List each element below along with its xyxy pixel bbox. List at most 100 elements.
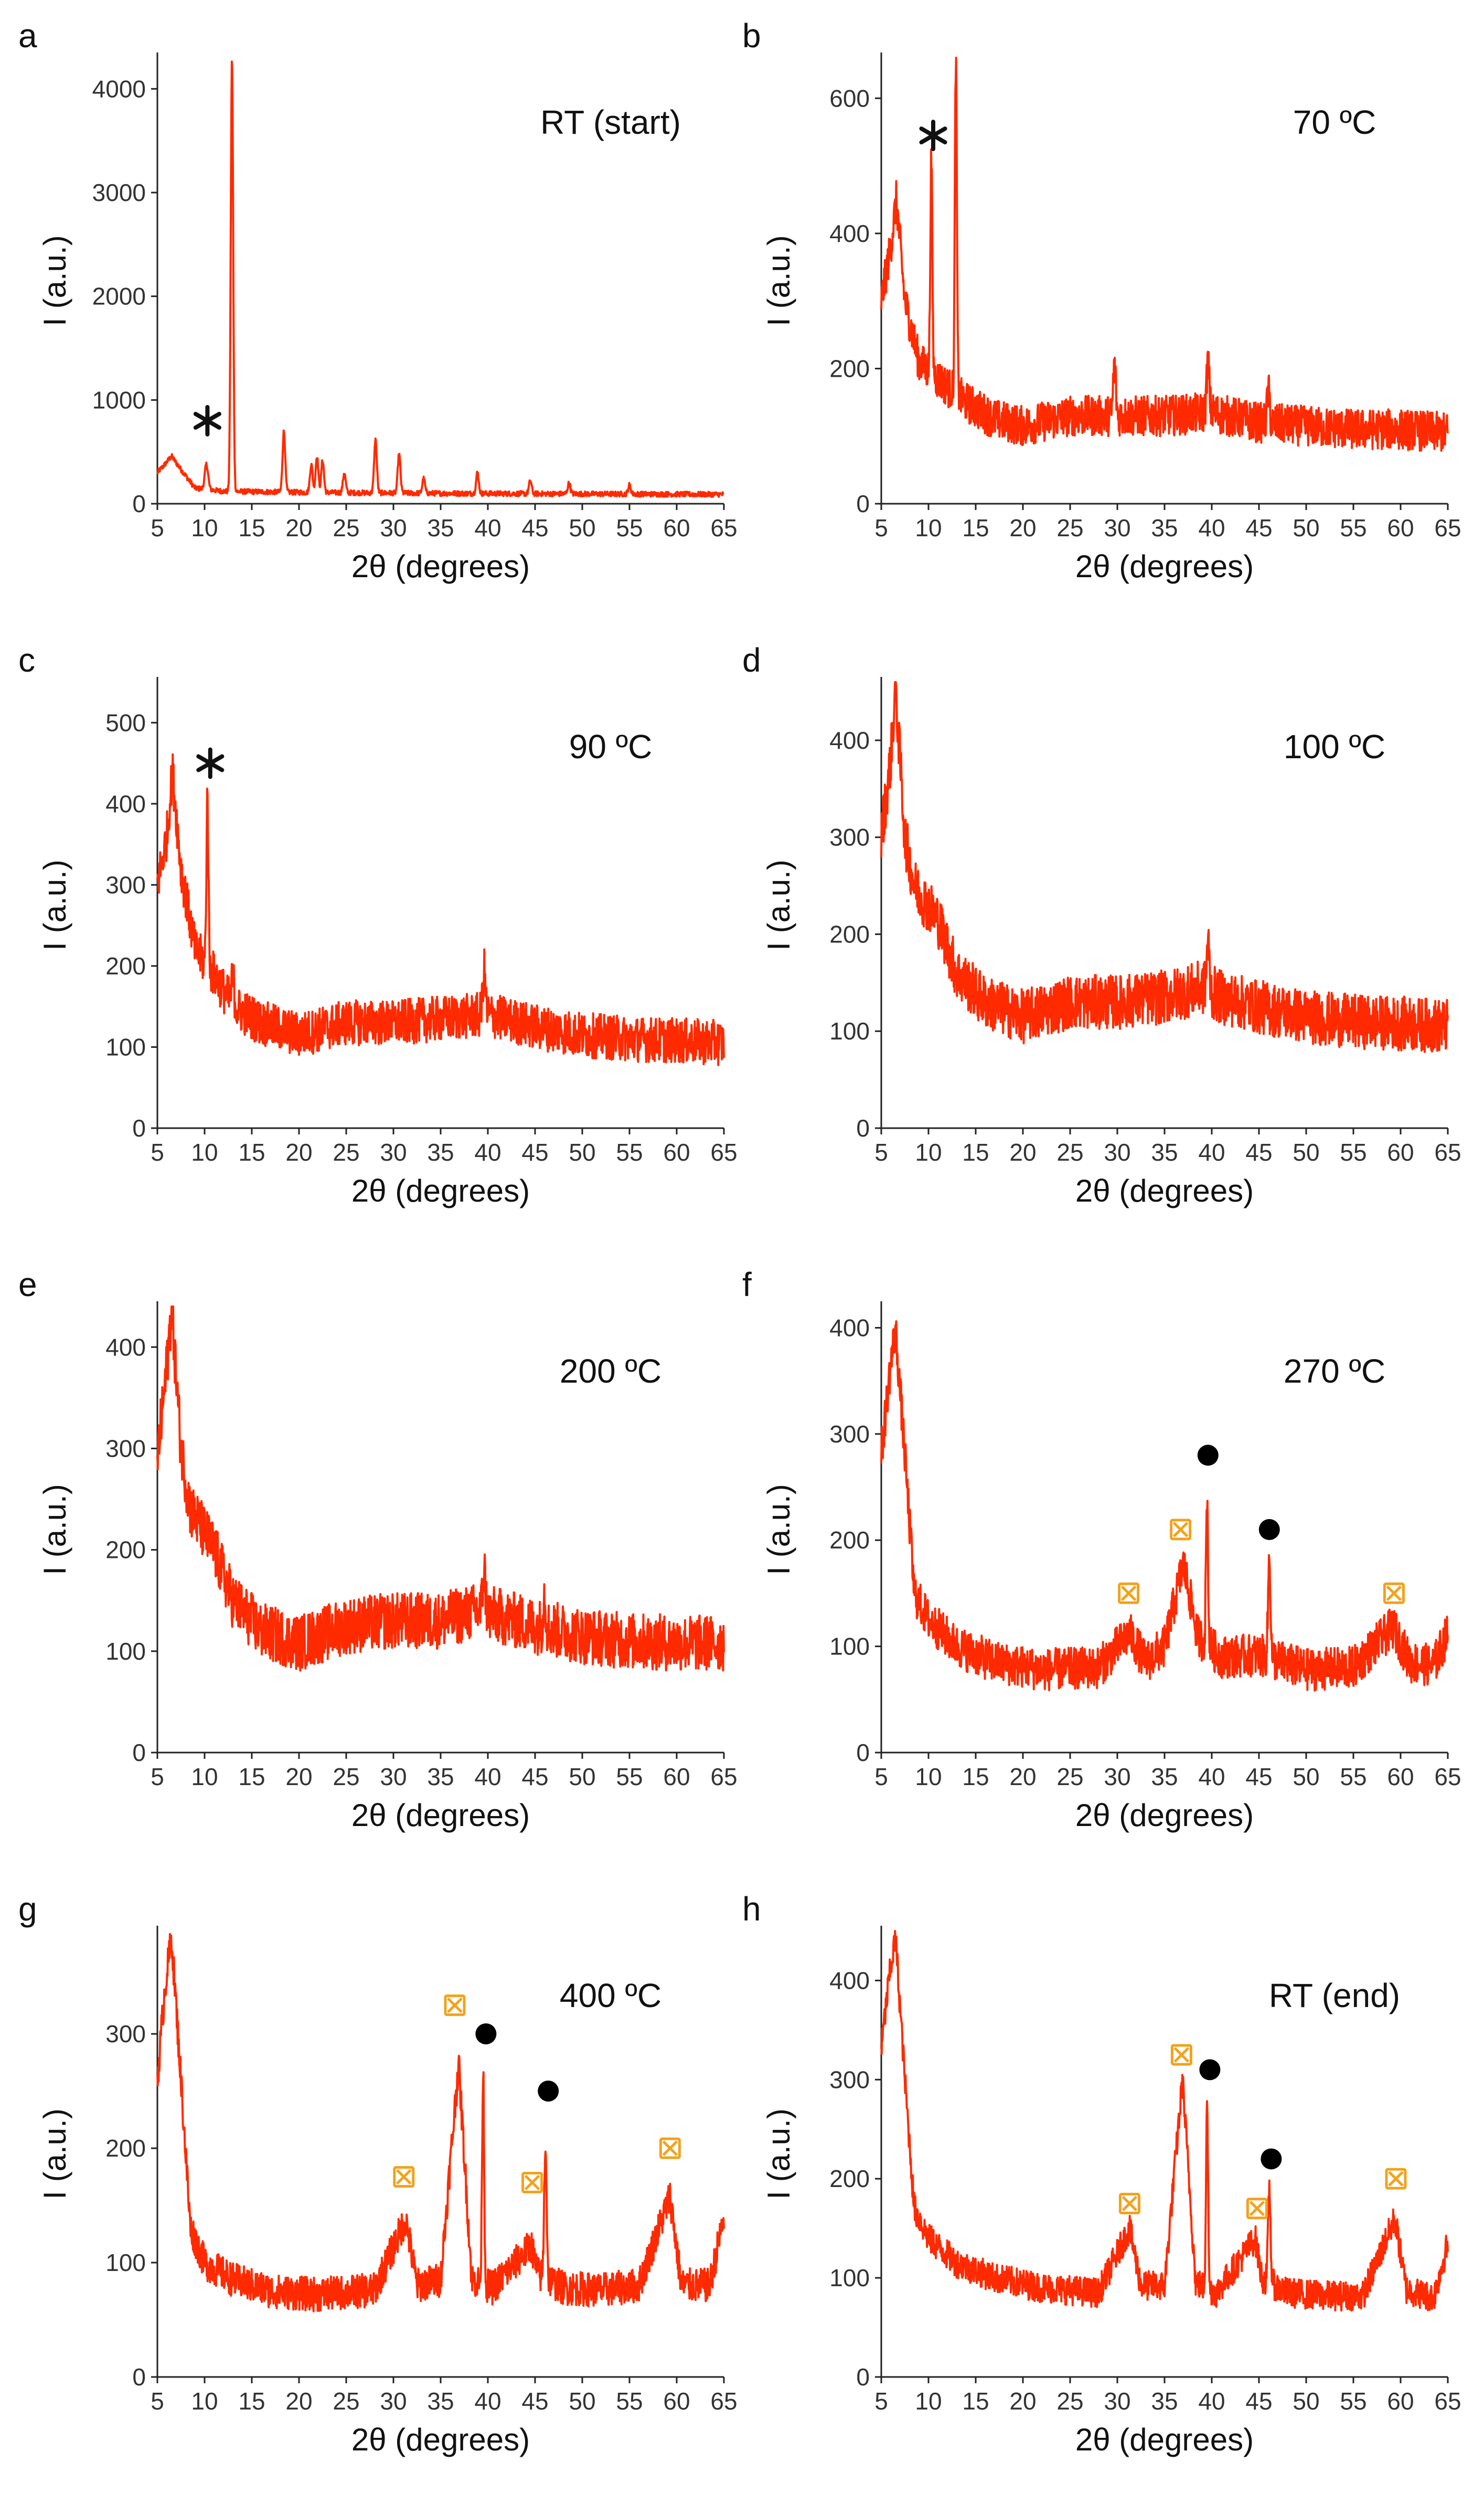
y-tick-label: 100	[829, 1017, 870, 1045]
y-tick-label: 400	[105, 1333, 146, 1361]
x-tick-label: 40	[1198, 514, 1225, 542]
x-tick-label: 25	[1056, 1763, 1083, 1790]
x-tick-label: 30	[380, 2387, 407, 2415]
x-tick-label: 65	[1434, 1139, 1461, 1166]
y-tick-label: 100	[105, 1638, 146, 1665]
x-tick-label: 30	[1104, 1763, 1130, 1790]
y-axis-title: I (a.u.)	[37, 2108, 72, 2199]
x-tick-label: 15	[238, 514, 265, 542]
xrd-trace	[880, 57, 1449, 452]
dot-marker	[1199, 2059, 1221, 2081]
x-tick-label: 30	[380, 1763, 407, 1790]
y-tick-label: 0	[132, 2363, 146, 2391]
crossed-square-marker	[521, 2171, 543, 2193]
x-tick-label: 50	[569, 1763, 595, 1790]
x-tick-label: 55	[1340, 2387, 1366, 2415]
y-tick-label: 300	[829, 1420, 870, 1448]
temperature-label: 200 ºC	[560, 1352, 661, 1390]
x-tick-label: 60	[663, 514, 690, 542]
panel-letter: a	[18, 17, 37, 55]
panel-b: b 70 ºC 5 10 15 20 25 30 35 40 45 50 55 60 65 0 200 400 60…	[742, 17, 1461, 584]
y-tick-label: 200	[105, 2135, 146, 2162]
x-axis-title: 2θ (degrees)	[351, 2422, 530, 2457]
x-tick-label: 10	[191, 2387, 218, 2415]
y-tick-label: 300	[105, 2020, 146, 2047]
x-tick-label: 40	[1198, 2387, 1225, 2415]
panel-letter: g	[18, 1890, 37, 1928]
x-tick-label: 10	[191, 1763, 218, 1790]
temperature-label: 70 ºC	[1293, 103, 1376, 141]
x-axis-title: 2θ (degrees)	[351, 1173, 530, 1208]
x-tick-label: 10	[191, 514, 218, 542]
x-tick-label: 55	[1340, 514, 1366, 542]
x-tick-label: 45	[1245, 2387, 1272, 2415]
x-tick-label: 55	[1340, 1139, 1366, 1166]
x-tick-label: 45	[521, 1763, 548, 1790]
x-tick-label: 60	[663, 2387, 690, 2415]
panel-c: c 90 ºC 5 10 15 20 25 30 35 40 45 50 55 60 65 0 100 200 30…	[18, 641, 738, 1208]
xrd-trace	[156, 1933, 725, 2312]
x-tick-label: 15	[962, 1763, 989, 1790]
x-tick-label: 5	[874, 2387, 888, 2415]
panel-d: d 100 ºC 5 10 15 20 25 30 35 40 45 50 55 60 65 0 100 200 3…	[742, 641, 1461, 1208]
x-tick-label: 25	[333, 1763, 359, 1790]
x-tick-label: 25	[333, 2387, 359, 2415]
x-tick-label: 50	[1293, 2387, 1319, 2415]
x-tick-label: 5	[151, 514, 164, 542]
y-tick-label: 100	[829, 1633, 870, 1660]
crossed-square-marker	[393, 2166, 415, 2188]
crossed-square-marker	[1170, 2044, 1192, 2066]
x-tick-label: 45	[1245, 1763, 1272, 1790]
panel-letter: c	[18, 641, 35, 679]
y-tick-label: 3000	[92, 179, 146, 206]
crossed-square-marker	[1170, 1519, 1192, 1541]
y-tick-label: 200	[829, 920, 870, 948]
x-tick-label: 35	[1151, 514, 1178, 542]
y-tick-label: 400	[829, 727, 870, 754]
crossed-square-marker	[1383, 1582, 1405, 1604]
y-tick-label: 0	[132, 1114, 146, 1142]
x-tick-label: 55	[616, 1763, 643, 1790]
x-tick-label: 10	[915, 2387, 942, 2415]
y-tick-label: 300	[829, 824, 870, 851]
y-axis-title: I (a.u.)	[37, 859, 72, 950]
x-tick-label: 5	[151, 1139, 164, 1166]
y-tick-label: 4000	[92, 75, 146, 102]
crossed-square-marker	[444, 1994, 466, 2016]
xrd-trace	[156, 60, 725, 498]
y-tick-label: 1000	[92, 386, 146, 413]
y-tick-label: 200	[829, 355, 870, 382]
x-tick-label: 50	[569, 1139, 595, 1166]
y-tick-label: 400	[829, 220, 870, 247]
y-tick-label: 2000	[92, 283, 146, 310]
x-tick-label: 40	[474, 2387, 501, 2415]
x-axis-title: 2θ (degrees)	[1075, 549, 1254, 584]
x-tick-label: 45	[521, 2387, 548, 2415]
panel-e: e 200 ºC 5 10 15 20 25 30 35 40 45 50 55 60 65 0 100 200 3…	[18, 1266, 738, 1833]
y-tick-label: 300	[105, 871, 146, 898]
crossed-square-marker	[1246, 2198, 1268, 2220]
x-tick-label: 20	[1009, 514, 1036, 542]
x-tick-label: 50	[569, 514, 595, 542]
temperature-label: RT (end)	[1269, 1977, 1400, 2014]
y-tick-label: 400	[829, 1314, 870, 1341]
x-tick-label: 20	[285, 514, 312, 542]
crossed-square-marker	[659, 2137, 681, 2159]
y-tick-label: 200	[105, 1536, 146, 1564]
x-axis-title: 2θ (degrees)	[1075, 1173, 1254, 1208]
y-tick-label: 0	[856, 490, 870, 517]
x-tick-label: 5	[874, 1763, 888, 1790]
y-tick-label: 200	[829, 1526, 870, 1554]
x-tick-label: 55	[616, 1139, 643, 1166]
x-tick-label: 5	[874, 1139, 888, 1166]
x-tick-label: 50	[569, 2387, 595, 2415]
xrd-trace	[156, 753, 725, 1066]
dot-marker	[1258, 1519, 1280, 1540]
x-tick-label: 65	[710, 2387, 737, 2415]
xrd-trace	[156, 1305, 725, 1672]
x-tick-label: 65	[710, 514, 737, 542]
panel-letter: h	[742, 1890, 761, 1928]
x-tick-label: 55	[616, 2387, 643, 2415]
y-tick-label: 0	[856, 1739, 870, 1766]
x-tick-label: 10	[915, 514, 942, 542]
